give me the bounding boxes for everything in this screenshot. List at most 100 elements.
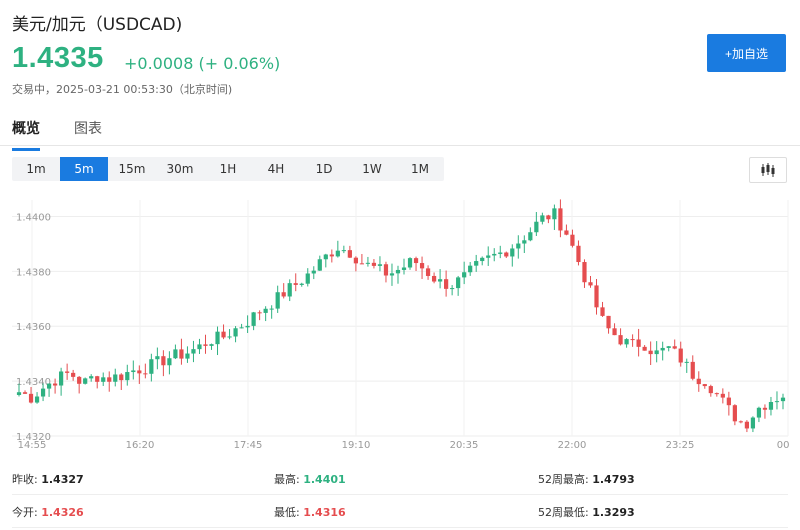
- price-chart[interactable]: 1.4400 1.4380 1.4360 1.4340 1.4320 14:55 16:20…: [12, 192, 799, 452]
- candlestick-icon: [761, 163, 775, 177]
- candle-body: [576, 245, 581, 263]
- candle-body: [227, 336, 232, 338]
- candle-body: [125, 372, 130, 381]
- candle-body: [155, 356, 160, 360]
- interval-15m[interactable]: 15m: [118, 162, 146, 176]
- tab-chart[interactable]: 图表: [74, 121, 102, 137]
- x-tick-label: 23:25: [666, 440, 695, 451]
- chart-type-button[interactable]: [749, 157, 787, 183]
- candle-body: [744, 421, 750, 429]
- candle-body: [762, 407, 768, 410]
- interval-1h[interactable]: 1H: [219, 162, 237, 176]
- interval-1d[interactable]: 1D: [315, 162, 333, 176]
- candle-body: [179, 349, 184, 359]
- y-tick-label: 1.4340: [16, 377, 51, 388]
- candle-body: [359, 263, 365, 265]
- candle-body: [275, 292, 280, 309]
- candle-body: [131, 370, 136, 373]
- candle-body: [594, 285, 599, 308]
- candle-body: [167, 358, 172, 366]
- interval-1m[interactable]: 1m: [26, 162, 46, 176]
- stats-table: 昨收: 1.4327 最高: 1.4401 52周最高: 1.4793 今开: …: [12, 462, 788, 528]
- candle-body: [245, 325, 250, 328]
- candle-body: [678, 348, 683, 363]
- candle-body: [335, 250, 340, 257]
- candle-body: [221, 331, 226, 338]
- candle-body: [209, 344, 214, 346]
- candle-body: [65, 371, 70, 373]
- candle-body: [456, 277, 461, 289]
- stat-52w-low: 52周最低: 1.3293: [538, 506, 635, 519]
- candle-body: [780, 397, 786, 402]
- last-price: 1.4335: [12, 42, 104, 74]
- candle-body: [630, 339, 635, 341]
- interval-30m[interactable]: 30m: [166, 162, 194, 176]
- candle-body: [486, 255, 491, 258]
- candle-body: [702, 384, 707, 387]
- candle-body: [636, 339, 641, 347]
- tab-overview[interactable]: 概览: [12, 118, 40, 151]
- interval-1w[interactable]: 1W: [362, 162, 382, 176]
- tab-bar: 概览 图表: [12, 118, 136, 151]
- stat-open: 今开: 1.4326: [12, 506, 84, 519]
- candle-body: [281, 292, 286, 297]
- interval-1mo[interactable]: 1M: [411, 162, 429, 176]
- candle-body: [468, 265, 473, 273]
- candle-body: [365, 262, 371, 264]
- candle-body: [22, 392, 28, 394]
- candle-body: [720, 393, 725, 398]
- stat-value: 1.4327: [41, 473, 84, 486]
- candle-body: [107, 377, 112, 382]
- candle-body: [263, 308, 268, 313]
- candle-body: [450, 288, 455, 290]
- candle-body: [341, 250, 346, 252]
- candle-body: [191, 349, 196, 354]
- candle-body: [77, 376, 82, 384]
- y-tick-label: 1.4320: [16, 432, 51, 443]
- candle-body: [113, 374, 118, 382]
- candle-body: [197, 344, 202, 350]
- candle-body: [353, 257, 358, 264]
- x-tick-label: 14:55: [18, 440, 47, 451]
- stats-row: 昨收: 1.4327 最高: 1.4401 52周最高: 1.4793: [12, 462, 788, 495]
- candle-body: [425, 268, 431, 276]
- candle-body: [654, 350, 659, 355]
- add-watchlist-button[interactable]: +加自选: [707, 34, 786, 72]
- x-tick-label: 00:5: [777, 440, 790, 451]
- candle-body: [317, 259, 322, 271]
- candle-body: [480, 257, 485, 262]
- candle-body: [624, 339, 629, 345]
- candle-body: [203, 344, 208, 346]
- candle-body: [371, 262, 377, 266]
- candle-body: [516, 243, 521, 249]
- candle-body: [52, 383, 58, 386]
- candle-body: [293, 283, 298, 285]
- candle-body: [161, 356, 166, 366]
- candle-body: [395, 269, 401, 274]
- x-tick-label: 20:35: [450, 440, 479, 451]
- candle-body: [738, 421, 743, 423]
- candle-body: [708, 386, 713, 394]
- candle-body: [431, 275, 437, 282]
- candle-body: [239, 327, 244, 329]
- candle-body: [287, 283, 292, 297]
- x-tick-label: 16:20: [126, 440, 155, 451]
- candle-body: [16, 392, 22, 395]
- interval-5m[interactable]: 5m: [60, 157, 108, 181]
- candle-body: [389, 273, 395, 276]
- stat-high: 最高: 1.4401: [274, 473, 346, 486]
- candle-body: [534, 221, 539, 233]
- candle-body: [329, 254, 334, 257]
- candle-body: [618, 335, 623, 345]
- candle-body: [347, 250, 352, 258]
- interval-selector: 1m 5m 15m 30m 1H 4H 1D 1W 1M: [12, 157, 444, 181]
- candle-body: [726, 397, 731, 406]
- interval-4h[interactable]: 4H: [267, 162, 285, 176]
- candle-body: [149, 359, 154, 374]
- candle-body: [89, 376, 94, 379]
- candle-body: [71, 372, 76, 377]
- stat-value: 1.4793: [592, 473, 635, 486]
- stats-row: 今开: 1.4326 最低: 1.4316 52周最低: 1.3293: [12, 495, 788, 528]
- candle-body: [257, 312, 262, 314]
- candle-body: [756, 407, 762, 418]
